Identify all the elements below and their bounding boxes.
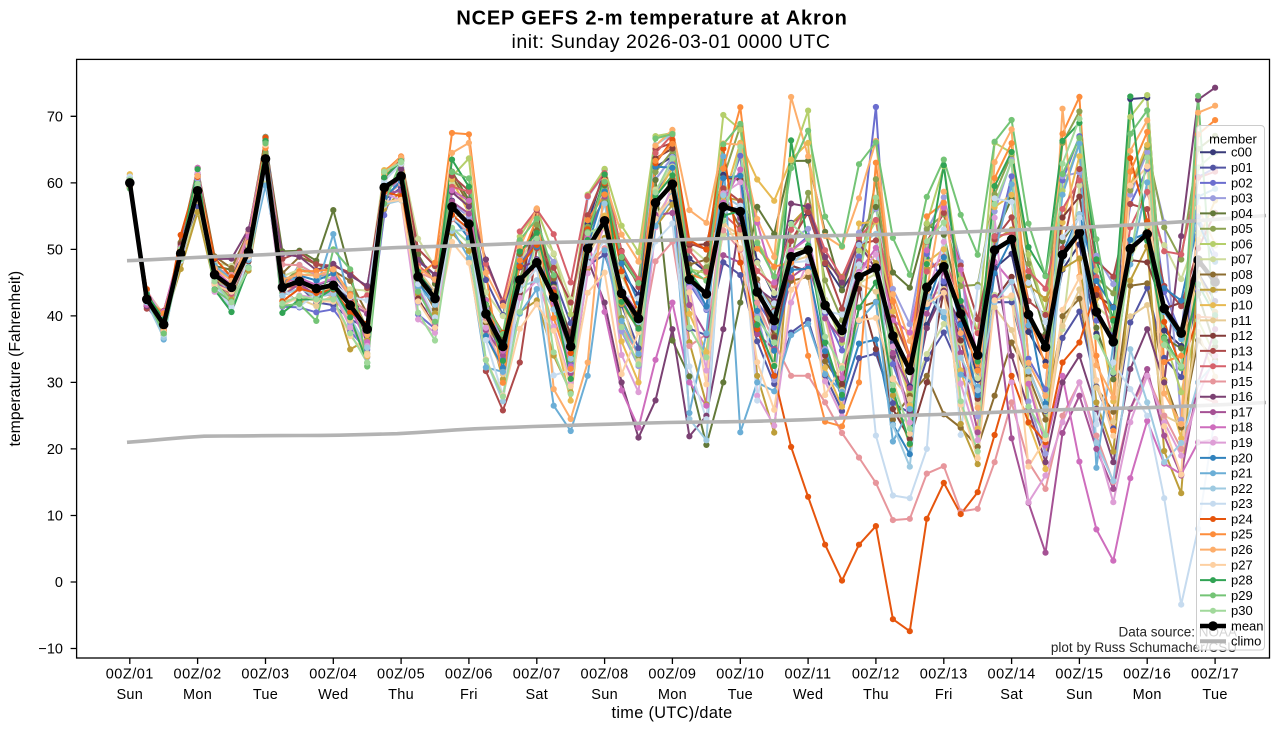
svg-text:p27: p27 — [1231, 557, 1253, 572]
svg-text:10: 10 — [47, 509, 63, 525]
svg-text:init: Sunday 2026-03-01 0000 U: init: Sunday 2026-03-01 0000 UTC — [512, 31, 831, 53]
svg-text:Thu: Thu — [388, 687, 414, 703]
svg-text:p05: p05 — [1231, 221, 1253, 236]
svg-text:00Z/08: 00Z/08 — [581, 667, 629, 683]
svg-text:00Z/02: 00Z/02 — [174, 667, 222, 683]
svg-text:p14: p14 — [1231, 359, 1253, 374]
svg-text:00Z/13: 00Z/13 — [920, 667, 968, 683]
svg-text:mean: mean — [1231, 618, 1264, 633]
svg-text:p10: p10 — [1231, 298, 1253, 313]
svg-text:Fri: Fri — [935, 687, 953, 703]
svg-text:50: 50 — [47, 242, 63, 258]
svg-text:Tue: Tue — [728, 687, 753, 703]
svg-text:00Z/14: 00Z/14 — [988, 667, 1036, 683]
svg-text:p03: p03 — [1231, 191, 1253, 206]
svg-text:00Z/06: 00Z/06 — [445, 667, 493, 683]
svg-text:p24: p24 — [1231, 511, 1253, 526]
svg-text:70: 70 — [47, 109, 63, 125]
svg-text:40: 40 — [47, 309, 63, 325]
svg-text:p08: p08 — [1231, 267, 1253, 282]
svg-text:00Z/05: 00Z/05 — [377, 667, 425, 683]
svg-text:c00: c00 — [1231, 145, 1252, 160]
svg-text:p01: p01 — [1231, 160, 1253, 175]
svg-text:Sat: Sat — [525, 687, 548, 703]
svg-text:Wed: Wed — [793, 687, 823, 703]
svg-text:00Z/03: 00Z/03 — [241, 667, 289, 683]
svg-text:00Z/12: 00Z/12 — [852, 667, 900, 683]
svg-text:p15: p15 — [1231, 374, 1253, 389]
svg-text:p13: p13 — [1231, 343, 1253, 358]
svg-text:p09: p09 — [1231, 282, 1253, 297]
svg-text:p04: p04 — [1231, 206, 1253, 221]
svg-text:p25: p25 — [1231, 527, 1253, 542]
svg-text:00Z/09: 00Z/09 — [648, 667, 696, 683]
svg-text:00Z/10: 00Z/10 — [716, 667, 764, 683]
svg-text:p20: p20 — [1231, 450, 1253, 465]
svg-text:60: 60 — [47, 176, 63, 192]
svg-text:−10: −10 — [38, 642, 63, 658]
svg-text:time (UTC)/date: time (UTC)/date — [611, 704, 732, 722]
svg-text:Mon: Mon — [1133, 687, 1162, 703]
svg-text:Tue: Tue — [253, 687, 278, 703]
svg-text:20: 20 — [47, 442, 63, 458]
svg-text:Sun: Sun — [591, 687, 618, 703]
svg-text:p17: p17 — [1231, 405, 1253, 420]
svg-text:p29: p29 — [1231, 588, 1253, 603]
svg-text:Wed: Wed — [318, 687, 348, 703]
svg-text:00Z/17: 00Z/17 — [1191, 667, 1239, 683]
svg-text:p19: p19 — [1231, 435, 1253, 450]
svg-text:p22: p22 — [1231, 481, 1253, 496]
svg-text:plot by Russ Schumacher/CSU: plot by Russ Schumacher/CSU — [1051, 640, 1237, 655]
svg-text:p26: p26 — [1231, 542, 1253, 557]
svg-text:p18: p18 — [1231, 420, 1253, 435]
svg-text:Thu: Thu — [863, 687, 889, 703]
svg-text:Mon: Mon — [183, 687, 212, 703]
svg-text:NCEP GEFS 2-m temperature at A: NCEP GEFS 2-m temperature at Akron — [456, 8, 847, 30]
svg-text:p06: p06 — [1231, 236, 1253, 251]
svg-text:p28: p28 — [1231, 573, 1253, 588]
svg-text:Sun: Sun — [1066, 687, 1093, 703]
svg-text:p16: p16 — [1231, 389, 1253, 404]
svg-text:Mon: Mon — [658, 687, 687, 703]
svg-text:30: 30 — [47, 375, 63, 391]
svg-text:00Z/01: 00Z/01 — [106, 667, 154, 683]
svg-text:Tue: Tue — [1202, 687, 1227, 703]
svg-text:temperature (Fahrenheit): temperature (Fahrenheit) — [7, 271, 24, 447]
svg-text:Sun: Sun — [116, 687, 143, 703]
svg-text:00Z/16: 00Z/16 — [1123, 667, 1171, 683]
svg-text:Sat: Sat — [1000, 687, 1023, 703]
svg-text:p11: p11 — [1231, 313, 1252, 328]
svg-text:p07: p07 — [1231, 252, 1253, 267]
svg-text:p21: p21 — [1231, 466, 1253, 481]
svg-text:p12: p12 — [1231, 328, 1253, 343]
svg-text:00Z/15: 00Z/15 — [1055, 667, 1103, 683]
svg-text:00Z/04: 00Z/04 — [309, 667, 357, 683]
svg-text:00Z/07: 00Z/07 — [513, 667, 561, 683]
svg-text:0: 0 — [55, 575, 63, 591]
svg-text:00Z/11: 00Z/11 — [785, 667, 832, 683]
svg-text:p02: p02 — [1231, 175, 1253, 190]
svg-text:p30: p30 — [1231, 603, 1253, 618]
svg-text:climo: climo — [1231, 634, 1261, 649]
svg-text:p23: p23 — [1231, 496, 1253, 511]
svg-text:member: member — [1209, 132, 1257, 147]
svg-text:Fri: Fri — [460, 687, 478, 703]
